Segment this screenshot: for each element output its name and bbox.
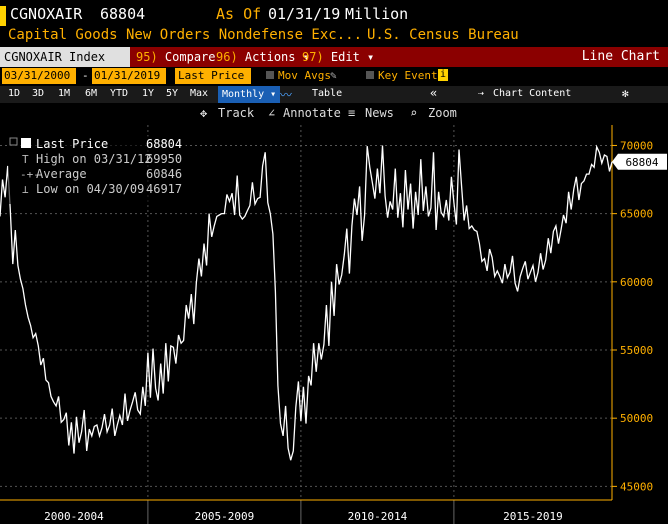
description-bar: Capital Goods New Orders Nondefense Exc.… xyxy=(0,27,668,47)
annotate-icon[interactable]: ∠ xyxy=(268,106,276,120)
y-tick-label: 50000 xyxy=(620,412,653,425)
legend-high-marker-icon: T xyxy=(22,153,29,166)
end-date-picker[interactable] xyxy=(160,68,166,84)
edit-label: Edit ▾ xyxy=(330,50,375,64)
key-events-checkbox[interactable] xyxy=(366,71,374,79)
zoom-icon[interactable]: ⌕ xyxy=(410,106,418,120)
crosshair-icon[interactable]: ✥ xyxy=(200,106,208,120)
last-value: 68804 xyxy=(100,5,146,23)
period-label: 2005-2009 xyxy=(195,510,255,523)
series-description: Capital Goods New Orders Nondefense Exc.… xyxy=(8,27,363,43)
chart-tools-bar: ✥ Track ∠ Annotate ≡ News ⌕ Zoom xyxy=(0,103,668,123)
chart-content-icon[interactable]: ⇢ xyxy=(478,88,485,99)
range-dash: - xyxy=(82,69,89,82)
news-icon[interactable]: ≡ xyxy=(348,106,356,120)
track-button[interactable]: Track xyxy=(218,106,255,120)
last-value-tag-bg xyxy=(612,153,667,170)
last-value-tag-text: 68804 xyxy=(625,156,658,169)
zoom-button[interactable]: Zoom xyxy=(428,106,457,120)
period-label: 2015-2019 xyxy=(503,510,563,523)
period-1d[interactable]: 1D xyxy=(8,88,21,99)
security-header: CGNOXAIR 68804 As Of 01/31/19 Million xyxy=(0,0,668,28)
legend-average-value: 60846 xyxy=(146,167,182,181)
gear-icon[interactable]: ✻ xyxy=(622,87,629,100)
price-field-select[interactable]: Last Price xyxy=(175,68,251,84)
actions-key: 96) xyxy=(216,50,238,64)
legend-low-value: 46917 xyxy=(146,182,182,196)
y-tick-label: 45000 xyxy=(620,480,653,493)
period-3d[interactable]: 3D xyxy=(32,88,45,99)
start-date-picker[interactable] xyxy=(70,68,76,84)
period-bar: 1D 3D 1M 6M YTD 1Y 5Y Max Monthly ▾ 〰 Ta… xyxy=(0,86,668,103)
date-range-bar: 03/31/2000 - 01/31/2019 Last Price Mov A… xyxy=(0,67,668,85)
annotate-button[interactable]: Annotate xyxy=(283,106,341,120)
actions-button[interactable]: 96) Actions ▾ xyxy=(216,47,310,67)
legend-average-label: Average xyxy=(36,167,87,181)
period-5y[interactable]: 5Y xyxy=(166,88,179,99)
period-1y[interactable]: 1Y xyxy=(142,88,155,99)
legend-low-marker-icon: ⊥ xyxy=(22,183,29,196)
actions-label: Actions ▾ xyxy=(244,50,310,64)
ticker-marker xyxy=(0,6,6,26)
y-axis: 45000 50000 55000 60000 65000 70000 xyxy=(0,125,653,501)
legend-last-price-swatch xyxy=(21,138,31,148)
pencil-icon[interactable]: ✎ xyxy=(330,69,337,82)
index-field[interactable]: CGNOXAIR Index xyxy=(0,47,130,67)
chart-type-label: Line Chart xyxy=(581,49,660,64)
last-value-tag: 68804 xyxy=(612,153,667,170)
period-ytd[interactable]: YTD xyxy=(110,88,129,99)
y-tick-label: 65000 xyxy=(620,208,653,221)
legend-last-price-label: Last Price xyxy=(36,137,108,151)
legend-low-label: Low on 04/30/09 xyxy=(36,182,144,196)
line-chart-icon[interactable]: 〰 xyxy=(280,88,293,102)
compare-key: 95) xyxy=(136,50,158,64)
as-of-label: As Of xyxy=(216,5,262,23)
period-1m[interactable]: 1M xyxy=(58,88,71,99)
news-button[interactable]: News xyxy=(365,106,394,120)
legend-background xyxy=(8,136,186,204)
legend-last-price-value: 68804 xyxy=(146,137,182,151)
table-button[interactable]: Table xyxy=(312,88,343,99)
period-max[interactable]: Max xyxy=(190,88,209,99)
period-label: 2010-2014 xyxy=(348,510,408,523)
legend-collapse-icon[interactable] xyxy=(9,137,18,146)
compare-label: Compare xyxy=(164,50,216,64)
legend-average-marker-icon: -+- xyxy=(20,168,40,181)
legend: Last Price 68804 T High on 03/31/12 6995… xyxy=(8,136,186,204)
function-toolbar: CGNOXAIR Index 95) Compare 96) Actions ▾… xyxy=(0,47,668,67)
period-label: 2000-2004 xyxy=(44,510,104,523)
edit-button[interactable]: 97) Edit ▾ xyxy=(302,47,374,67)
chart-content-button[interactable]: Chart Content xyxy=(493,88,572,99)
start-date-field[interactable]: 03/31/2000 xyxy=(2,68,73,84)
unit-label: Million xyxy=(345,5,409,23)
legend-high-value: 69950 xyxy=(146,152,182,166)
mov-avgs-checkbox[interactable] xyxy=(266,71,274,79)
edit-key: 97) xyxy=(302,50,324,64)
collapse-left-icon[interactable]: « xyxy=(430,86,438,100)
y-tick-label: 60000 xyxy=(620,276,653,289)
compare-button[interactable]: 95) Compare xyxy=(136,47,216,67)
period-labels: 2000-2004 2005-2009 2010-2014 2015-2019 xyxy=(44,500,563,524)
ticker-symbol[interactable]: CGNOXAIR xyxy=(10,5,83,23)
mov-avgs-label: Mov Avgs xyxy=(278,69,331,82)
frequency-select[interactable]: Monthly ▾ xyxy=(218,86,281,103)
legend-high-label: High on 03/31/12 xyxy=(36,152,152,166)
source-label: U.S. Census Bureau xyxy=(367,27,519,43)
y-tick-label: 70000 xyxy=(620,139,653,152)
y-tick-label: 55000 xyxy=(620,344,653,357)
end-date-field[interactable]: 01/31/2019 xyxy=(92,68,163,84)
period-6m[interactable]: 6M xyxy=(85,88,98,99)
as-of-date: 01/31/19 xyxy=(268,5,341,23)
series-line-last-price xyxy=(0,144,613,461)
info-icon[interactable]: i xyxy=(438,69,448,81)
key-events-label: Key Events xyxy=(378,69,445,82)
